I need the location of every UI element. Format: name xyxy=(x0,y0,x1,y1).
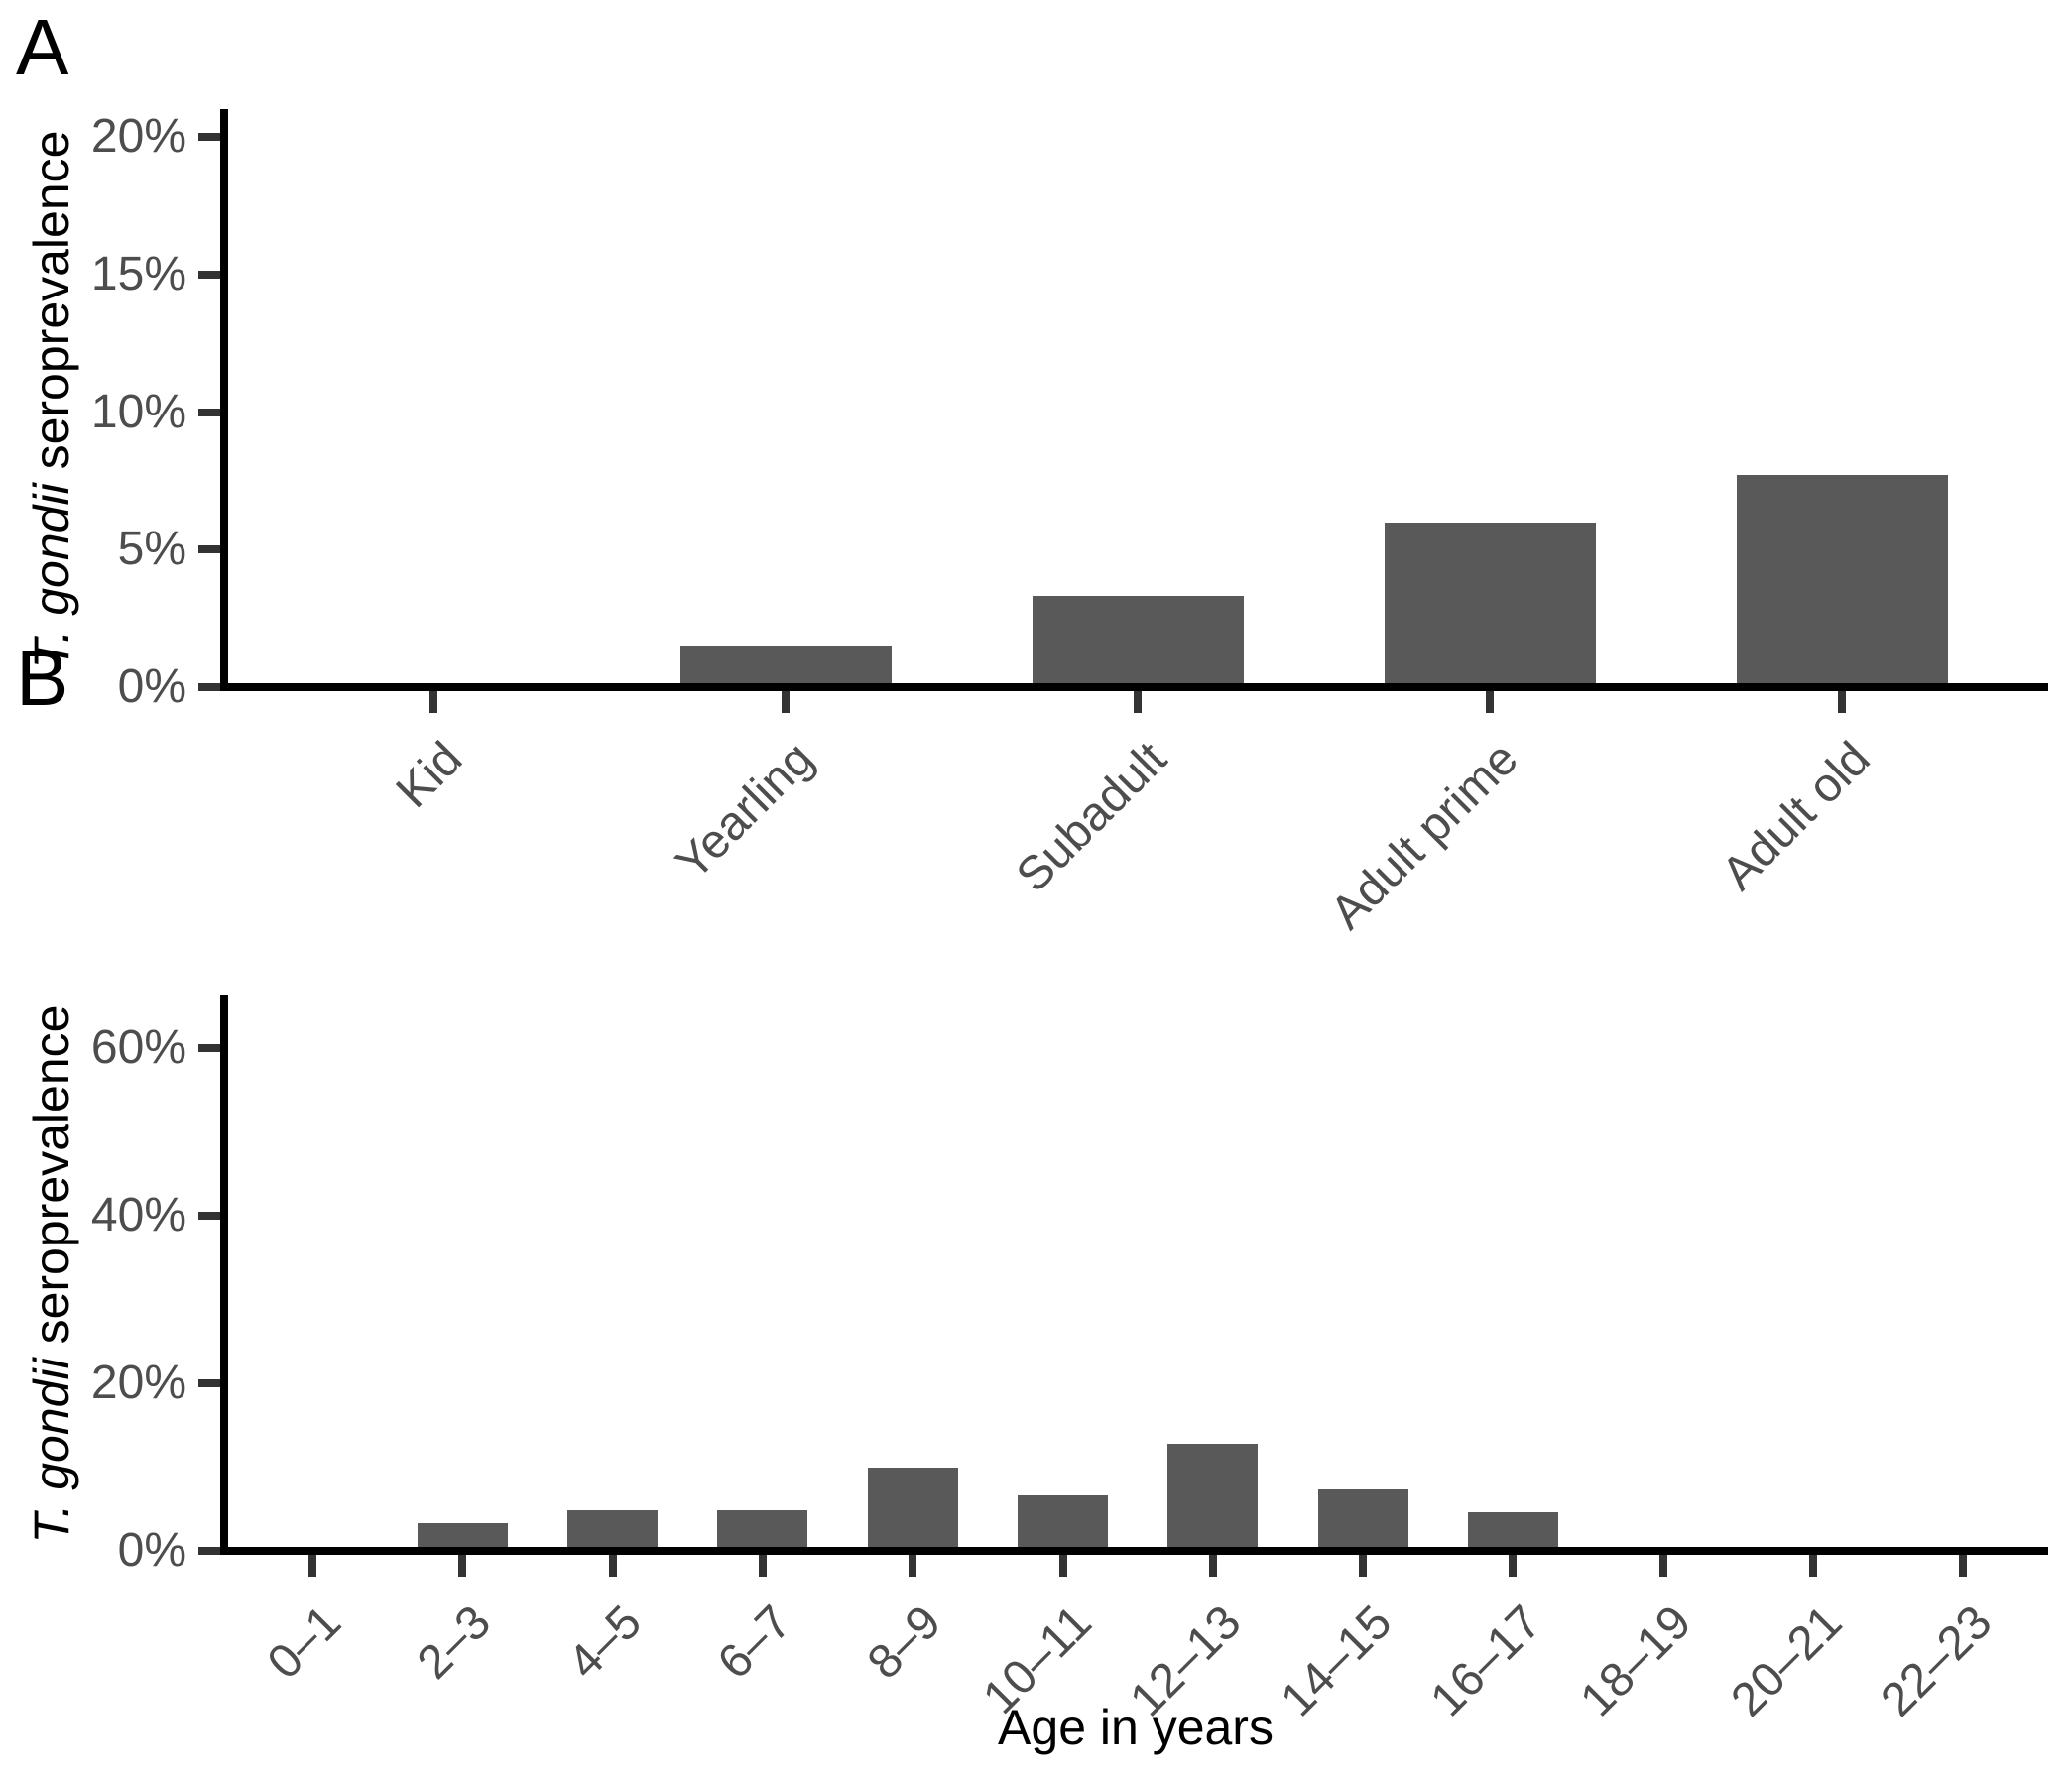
x-tick-b-2 xyxy=(608,1555,617,1577)
y-tick-label-b-2: 40% xyxy=(90,1188,186,1242)
x-tick-b-1 xyxy=(458,1555,467,1577)
x-category-label-a-0: Kid xyxy=(386,732,472,818)
x-tick-b-7 xyxy=(1359,1555,1368,1577)
x-category-label-a-3: Adult prime xyxy=(1320,732,1528,940)
x-category-label-a-2: Subadult xyxy=(1006,732,1176,902)
x-axis-line-b xyxy=(220,1547,2048,1555)
x-tick-b-4 xyxy=(909,1555,917,1577)
bar-b-8 xyxy=(1467,1512,1558,1551)
bar-b-5 xyxy=(1018,1495,1108,1551)
y-tick-b-3 xyxy=(198,1043,220,1052)
y-tick-a-1 xyxy=(198,545,220,554)
x-axis-line-a xyxy=(220,683,2048,691)
x-category-label-b-11: 22–23 xyxy=(1871,1596,2003,1727)
bar-b-4 xyxy=(867,1468,958,1551)
panel-b-x-axis-title: Age in years xyxy=(998,1700,1274,1755)
x-category-label-a-4: Adult old xyxy=(1712,732,1881,900)
y-tick-b-1 xyxy=(198,1378,220,1387)
y-tick-label-b-0: 0% xyxy=(117,1524,186,1577)
y-axis-line-b xyxy=(220,995,228,1555)
bar-b-6 xyxy=(1167,1443,1259,1551)
y-tick-a-0 xyxy=(198,683,220,691)
bar-a-3 xyxy=(1384,522,1596,687)
y-tick-a-2 xyxy=(198,408,220,416)
y-tick-label-a-0: 0% xyxy=(117,660,186,713)
y-tick-label-a-3: 15% xyxy=(90,247,186,300)
y-tick-label-a-1: 5% xyxy=(117,523,186,576)
x-tick-a-0 xyxy=(429,691,437,713)
x-category-label-b-4: 8–9 xyxy=(857,1596,952,1690)
x-tick-b-0 xyxy=(308,1555,316,1577)
x-tick-b-6 xyxy=(1208,1555,1217,1577)
x-tick-b-5 xyxy=(1058,1555,1067,1577)
y-tick-b-0 xyxy=(198,1547,220,1555)
bar-b-7 xyxy=(1317,1489,1408,1551)
x-tick-b-3 xyxy=(758,1555,767,1577)
x-category-label-b-9: 18–19 xyxy=(1570,1596,1702,1727)
y-tick-label-a-2: 10% xyxy=(90,385,186,438)
x-tick-a-1 xyxy=(782,691,790,713)
x-tick-b-10 xyxy=(1809,1555,1817,1577)
panel-b-letter: B xyxy=(16,634,69,722)
bar-a-2 xyxy=(1032,596,1244,687)
y-tick-label-b-3: 60% xyxy=(90,1020,186,1074)
x-tick-a-2 xyxy=(1134,691,1142,713)
bar-b-1 xyxy=(417,1523,508,1551)
x-tick-b-8 xyxy=(1509,1555,1518,1577)
bar-b-3 xyxy=(717,1510,808,1551)
y-tick-b-2 xyxy=(198,1211,220,1220)
y-tick-a-3 xyxy=(198,270,220,279)
x-tick-a-4 xyxy=(1838,691,1846,713)
x-category-label-b-1: 2–3 xyxy=(408,1596,502,1690)
panel-a-letter: A xyxy=(16,3,69,91)
x-category-label-b-8: 16–17 xyxy=(1420,1596,1552,1727)
x-category-label-b-3: 6–7 xyxy=(707,1596,801,1690)
y-axis-line-a xyxy=(220,109,228,691)
x-tick-a-3 xyxy=(1486,691,1494,713)
bar-a-4 xyxy=(1736,475,1948,687)
x-category-label-b-2: 4–5 xyxy=(557,1596,652,1690)
bar-a-1 xyxy=(679,646,892,687)
x-tick-b-9 xyxy=(1658,1555,1667,1577)
y-tick-label-a-4: 20% xyxy=(90,110,186,164)
bar-b-2 xyxy=(567,1510,659,1551)
x-category-label-b-0: 0–1 xyxy=(257,1596,351,1690)
x-category-label-a-1: Yearling xyxy=(667,732,824,890)
x-category-label-b-10: 20–21 xyxy=(1721,1596,1852,1727)
y-tick-label-b-1: 20% xyxy=(90,1356,186,1409)
y-tick-a-4 xyxy=(198,133,220,142)
x-tick-b-11 xyxy=(1959,1555,1968,1577)
